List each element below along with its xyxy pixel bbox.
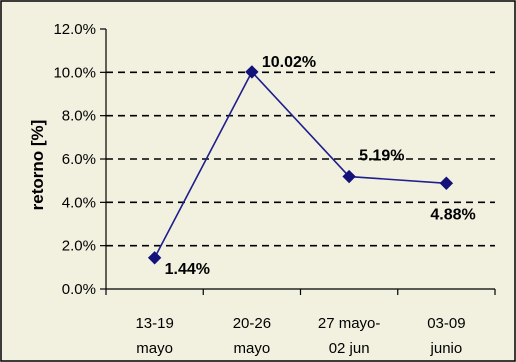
data-point-marker bbox=[147, 251, 162, 265]
y-tick-label: 6.0% bbox=[62, 151, 96, 168]
x-tick-label: 27 mayo-02 jun bbox=[318, 315, 381, 357]
data-point-marker bbox=[439, 176, 454, 190]
y-tick-label: 2.0% bbox=[62, 238, 96, 255]
data-label: 4.88% bbox=[430, 206, 475, 223]
x-tick-labels: 13-19 mayo 20-26 mayo 27 mayo-02 jun 03-09 jun… bbox=[135, 315, 465, 357]
y-tick-label: 0.0% bbox=[62, 281, 96, 298]
data-labels: 1.44% 10.02% 5.19% 4.88% bbox=[165, 54, 476, 278]
data-point-marker bbox=[245, 65, 259, 79]
data-label: 10.02% bbox=[262, 54, 316, 71]
data-label: 5.19% bbox=[359, 148, 404, 165]
x-tick-label: 03-09 junio bbox=[427, 315, 465, 357]
data-point-marker bbox=[342, 169, 356, 184]
x-tick-label: 13-19 mayo bbox=[135, 315, 173, 357]
y-tick-labels: 0.0% 2.0% 4.0% 6.0% 8.0% 10.0% 12.0% bbox=[53, 21, 96, 298]
y-tick-label: 12.0% bbox=[53, 21, 96, 38]
data-label: 1.44% bbox=[165, 261, 210, 278]
series-line-path bbox=[153, 70, 447, 259]
series-line bbox=[147, 65, 454, 265]
x-tick-label: 20-26 mayo bbox=[233, 315, 271, 357]
axes bbox=[100, 28, 496, 295]
y-axis-label: retorno [%] bbox=[28, 120, 47, 211]
y-tick-label: 4.0% bbox=[62, 194, 96, 211]
y-tick-label: 10.0% bbox=[53, 64, 96, 81]
gridlines bbox=[106, 71, 495, 247]
y-tick-label: 8.0% bbox=[62, 108, 96, 125]
